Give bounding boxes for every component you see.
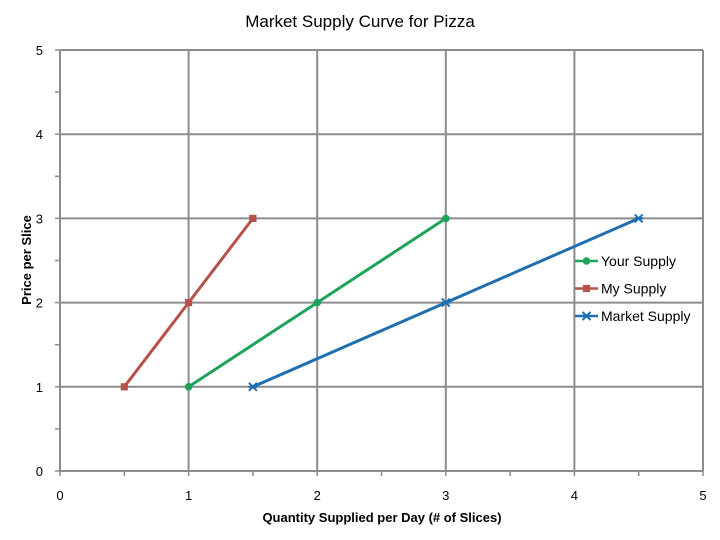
your-supply-legend-label: Your Supply <box>601 253 676 269</box>
x-tick-label: 5 <box>699 488 706 503</box>
chart-title: Market Supply Curve for Pizza <box>245 12 475 31</box>
my-supply-point <box>185 299 193 307</box>
your-supply-point <box>313 298 322 307</box>
x-tick-label: 4 <box>571 488 578 503</box>
market-supply-legend-label: Market Supply <box>601 308 690 324</box>
market-supply-legend-marker <box>581 311 592 321</box>
market-supply-point <box>248 382 258 392</box>
y-tick-label: 3 <box>36 211 43 226</box>
my-supply-point <box>249 214 257 222</box>
x-axis-title: Quantity Supplied per Day (# of Slices) <box>262 510 501 525</box>
your-supply-point <box>184 383 193 391</box>
y-axis-title: Price per Slice <box>19 215 34 305</box>
x-tick-label: 3 <box>442 488 449 503</box>
my-supply-legend-label: My Supply <box>601 281 666 297</box>
my-supply-legend-marker <box>582 284 591 293</box>
my-supply-point <box>120 383 128 391</box>
market-supply-point <box>633 213 644 224</box>
y-tick-label: 2 <box>36 296 43 311</box>
y-tick-label: 4 <box>36 127 43 142</box>
x-tick-label: 1 <box>185 488 192 503</box>
your-supply-legend-marker <box>582 257 591 265</box>
y-tick-label: 5 <box>36 43 43 58</box>
market-supply-point <box>441 297 451 308</box>
x-tick-label: 2 <box>314 488 321 503</box>
y-tick-label: 1 <box>36 380 43 395</box>
your-supply-point <box>442 214 450 223</box>
y-tick-label: 0 <box>36 464 43 479</box>
x-tick-label: 0 <box>56 488 63 503</box>
